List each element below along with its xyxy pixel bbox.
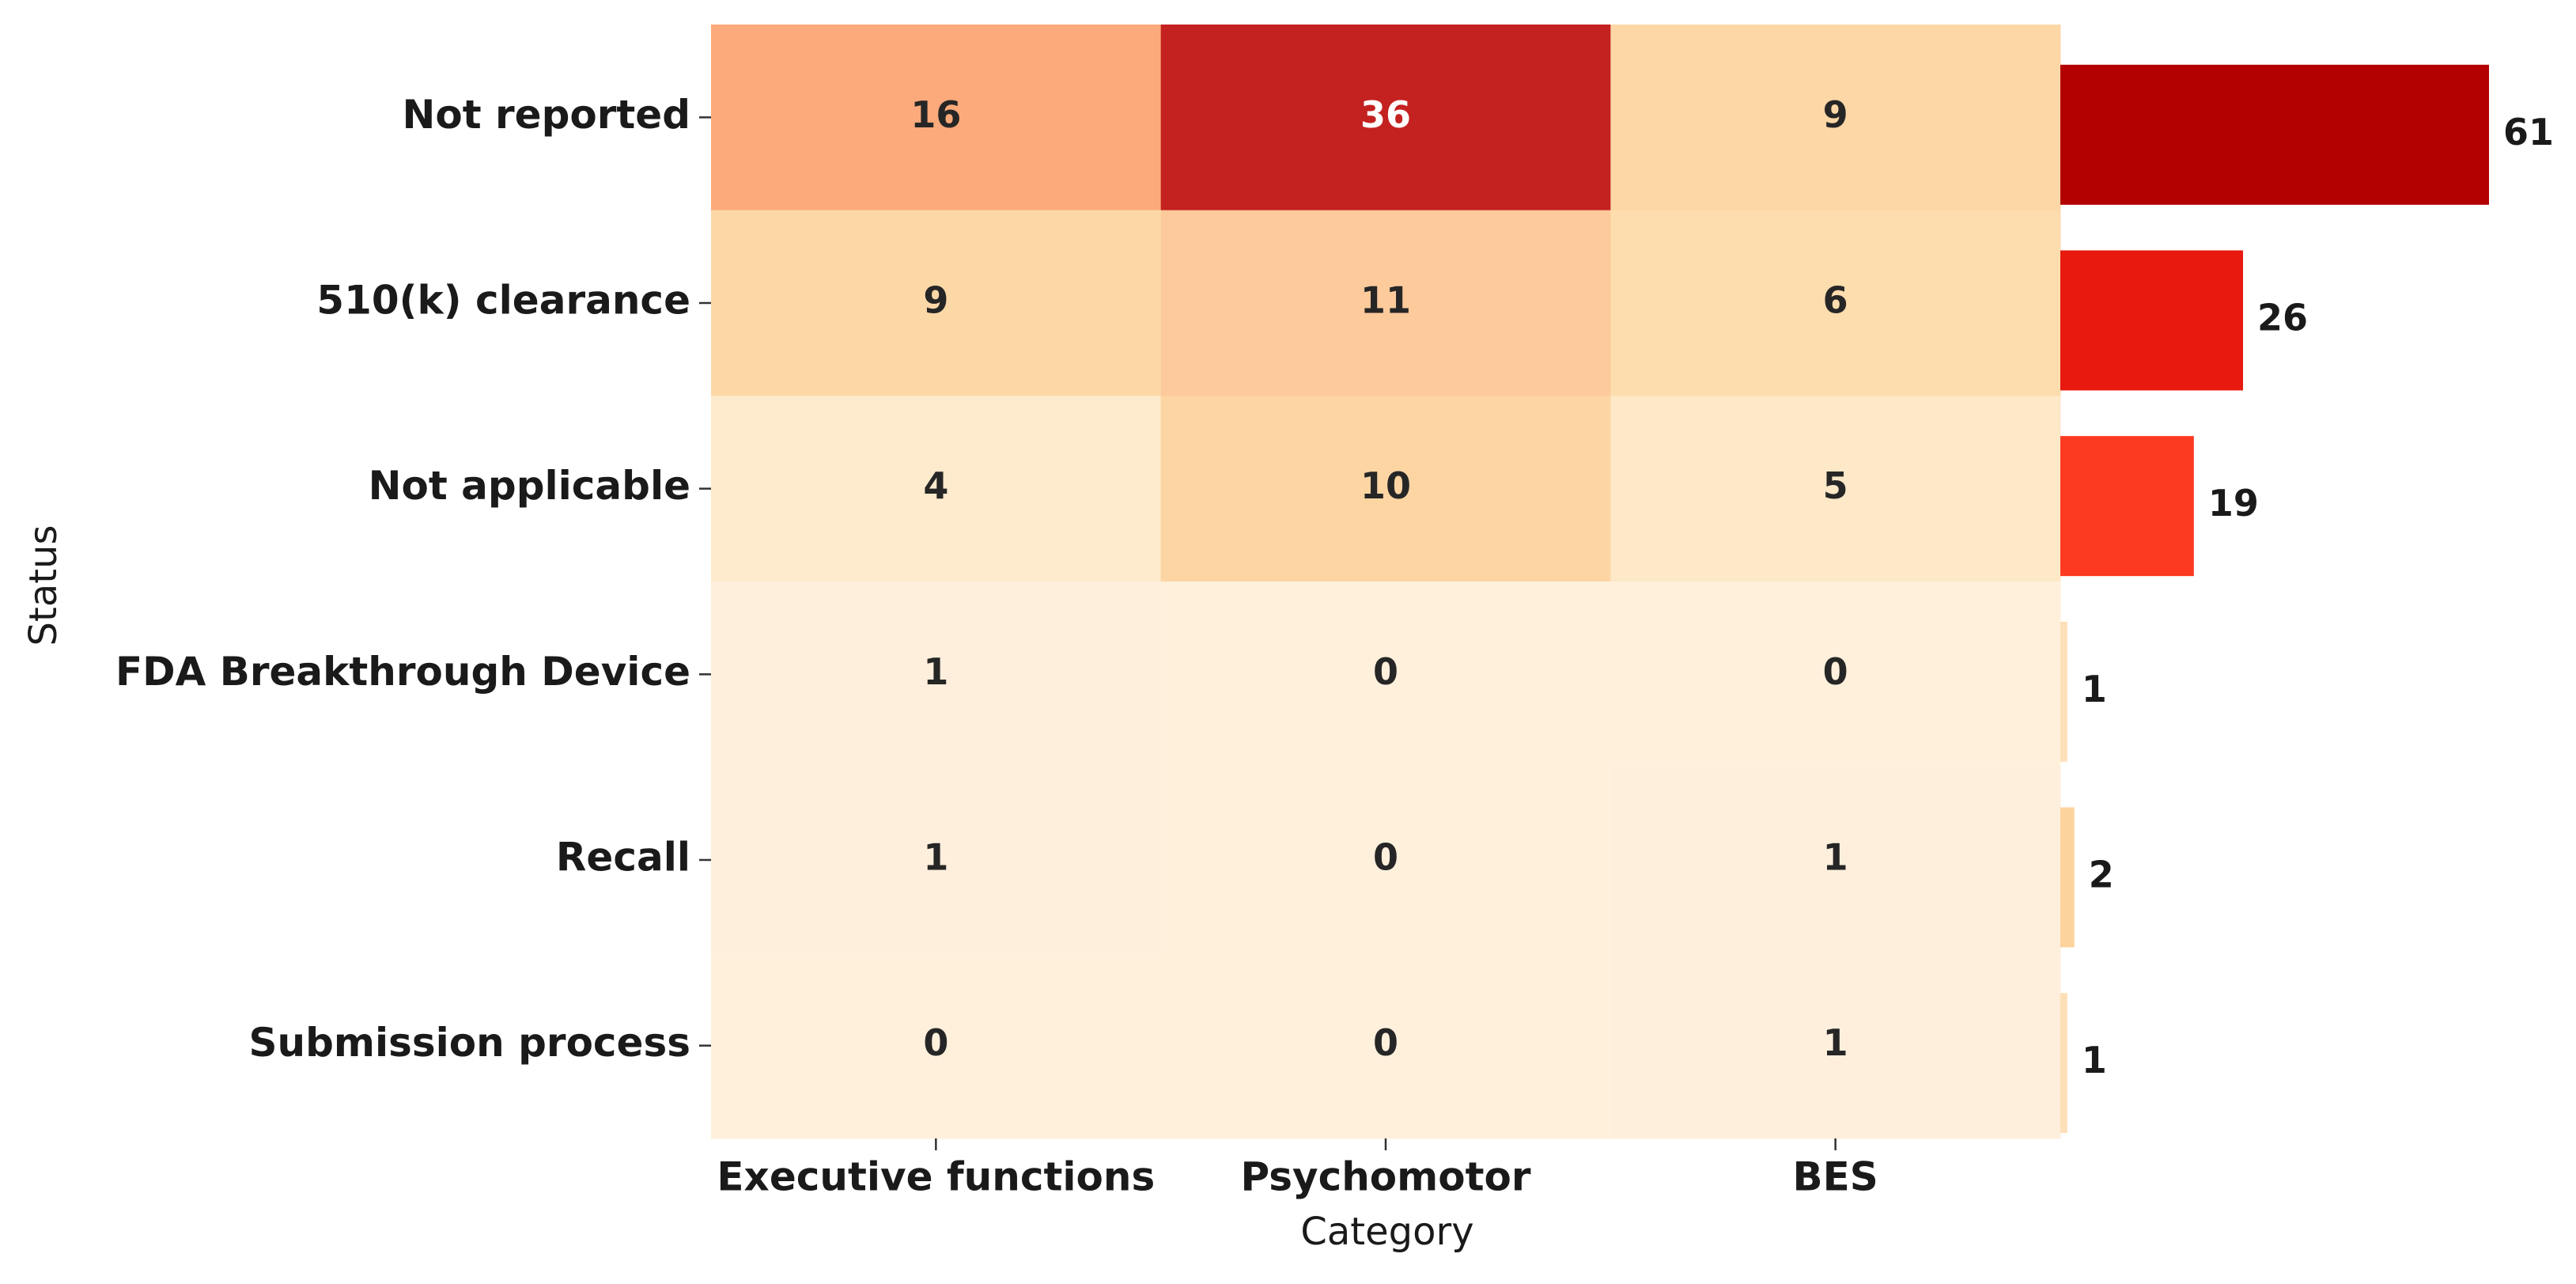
x-tick-label: Psychomotor (1240, 1154, 1530, 1200)
bar-label: 26 (2257, 297, 2308, 339)
heatmap-cell (711, 953, 1162, 1139)
y-tick-label: Submission process (248, 1020, 690, 1066)
heatmap-cell (1610, 953, 2061, 1139)
bar (2060, 621, 2067, 762)
cell-label: 11 (1360, 279, 1411, 322)
heatmap-cell (1160, 953, 1611, 1139)
heatmap-cell (1610, 25, 2061, 211)
bar (2060, 807, 2075, 948)
y-tick-label: 510(k) clearance (316, 278, 690, 324)
cell-label: 0 (1823, 650, 1848, 693)
cell-label: 1 (923, 650, 948, 693)
cell-label: 9 (923, 279, 948, 322)
y-tick-label: FDA Breakthrough Device (115, 649, 690, 695)
cell-label: 4 (923, 464, 948, 507)
cell-label: 0 (1373, 836, 1398, 879)
heatmap-cell (711, 25, 1162, 211)
bar-label: 2 (2089, 854, 2114, 896)
heatmap-cell (1610, 210, 2061, 396)
heatmap-cell (711, 581, 1162, 768)
y-axis-label: Status (21, 525, 66, 646)
bar (2060, 64, 2489, 205)
heatmap-cell (1160, 396, 1611, 582)
heatmap-cell (1160, 210, 1611, 396)
cell-label: 10 (1360, 464, 1411, 507)
heatmap-cell (1160, 25, 1611, 211)
cell-label: 1 (1823, 836, 1848, 879)
bar-label: 1 (2082, 668, 2107, 710)
x-tick-label: Executive functions (717, 1154, 1155, 1200)
bar (2060, 250, 2244, 391)
cell-label: 9 (1823, 93, 1848, 136)
y-tick-label: Not reported (403, 92, 690, 138)
y-tick-label: Not applicable (369, 463, 690, 509)
bar-label: 61 (2503, 111, 2554, 153)
heatmap-cell (1610, 767, 2061, 953)
cell-label: 5 (1823, 464, 1848, 507)
bar (2060, 993, 2067, 1134)
y-tick-label: Recall (556, 835, 690, 881)
bar (2060, 436, 2194, 577)
x-axis-label: Category (1300, 1210, 1473, 1254)
bar-label: 19 (2208, 482, 2259, 525)
x-tick-label: BES (1793, 1154, 1878, 1200)
heatmap-cell (711, 767, 1162, 953)
heatmap-cell (1610, 396, 2061, 582)
cell-label: 6 (1823, 279, 1848, 322)
heatmap-cell (711, 396, 1162, 582)
cell-label: 0 (1373, 1021, 1398, 1064)
heatmap-cell (1160, 767, 1611, 953)
heatmap-cell (1160, 581, 1611, 768)
cell-label: 1 (1823, 1021, 1848, 1064)
heatmap-cell (1610, 581, 2061, 768)
cell-label: 1 (923, 836, 948, 879)
cell-label: 0 (1373, 650, 1398, 693)
heatmap-cell (711, 210, 1162, 396)
bar-label: 1 (2082, 1039, 2107, 1081)
cell-label: 0 (923, 1021, 948, 1064)
cell-label: 36 (1360, 93, 1411, 136)
cell-label: 16 (910, 93, 961, 136)
